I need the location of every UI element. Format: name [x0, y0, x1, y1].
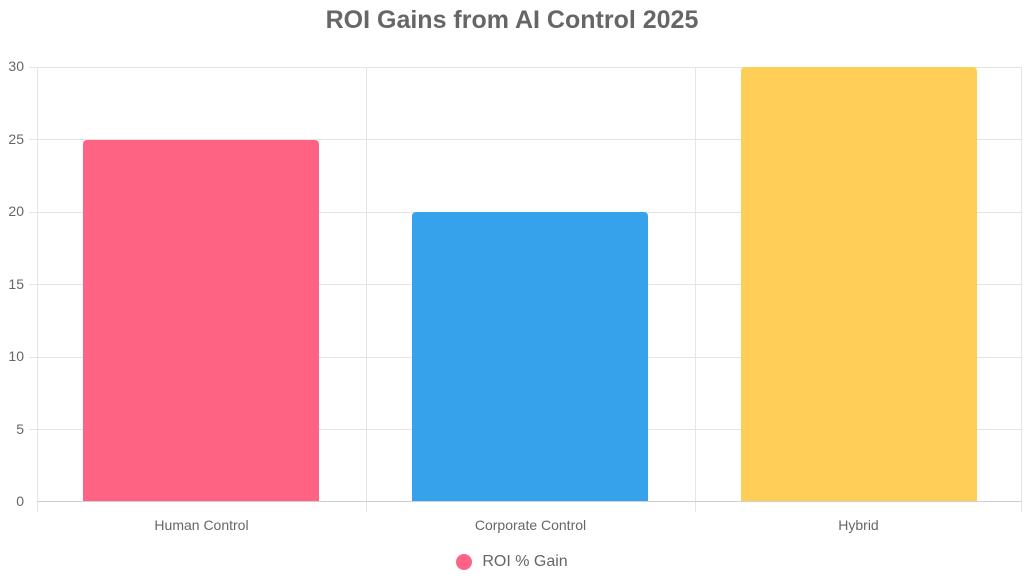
legend-dot-icon[interactable]	[456, 554, 473, 570]
bar-corporate-control[interactable]	[412, 212, 648, 502]
y-tick-20: 20	[8, 203, 24, 219]
gridline	[1021, 67, 1022, 512]
legend: ROI % Gain	[0, 553, 1024, 571]
x-label-hybrid: Hybrid	[838, 517, 879, 533]
chart-title: ROI Gains from AI Control 2025	[325, 6, 699, 34]
y-tick-5: 5	[16, 421, 24, 437]
x-label-corporate-control: Corporate Control	[474, 517, 587, 533]
y-tick-10: 10	[8, 348, 24, 364]
gridline	[366, 67, 367, 512]
gridline	[695, 67, 696, 512]
y-tick-30: 30	[8, 58, 24, 74]
x-axis	[37, 501, 1022, 502]
gridline	[29, 67, 1022, 68]
gridline	[29, 139, 1022, 140]
plot-area	[29, 67, 1022, 512]
bar-human-control[interactable]	[83, 140, 319, 502]
x-label-human-control: Human Control	[154, 517, 249, 533]
y-tick-15: 15	[8, 276, 24, 292]
y-tick-25: 25	[8, 131, 24, 147]
legend-label[interactable]: ROI % Gain	[482, 553, 568, 570]
bar-hybrid[interactable]	[741, 67, 977, 502]
gridline	[37, 67, 38, 512]
y-tick-0: 0	[16, 493, 24, 509]
